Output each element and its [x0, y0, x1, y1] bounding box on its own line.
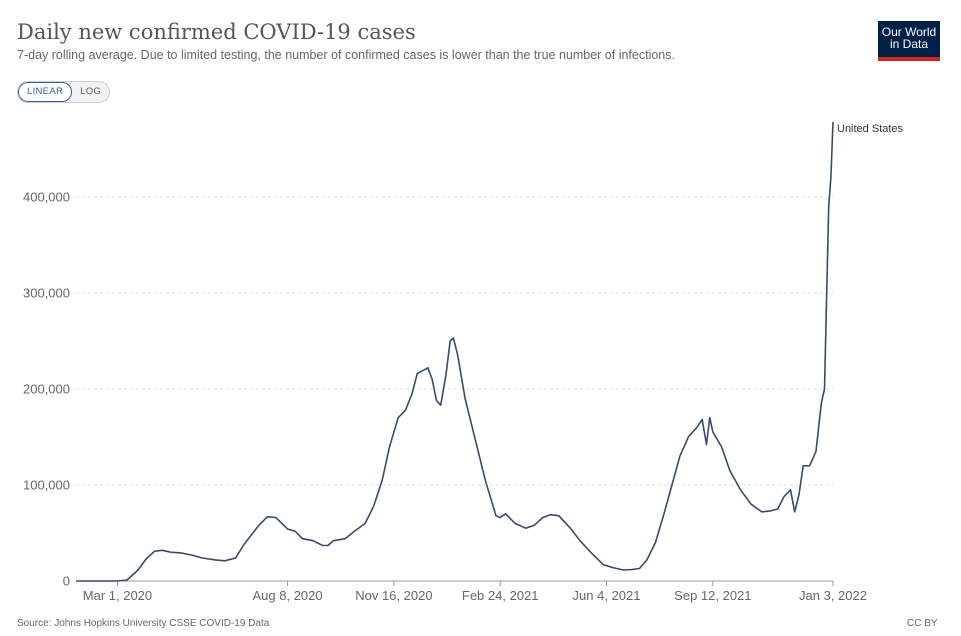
series-line-united-states [76, 121, 834, 582]
logo-line-1: Our World [881, 25, 937, 39]
owid-logo[interactable]: Our World in Data [878, 21, 940, 61]
x-tick-label: Mar 1, 2020 [83, 588, 152, 603]
y-tick-label: 0 [63, 574, 70, 589]
x-tick-label: Aug 8, 2020 [253, 588, 323, 603]
series-label-united-states: United States [837, 123, 904, 135]
x-tick-label: Nov 16, 2020 [355, 588, 432, 603]
license-link[interactable]: CC BY [907, 618, 938, 629]
chart-subtitle: 7-day rolling average. Due to limited te… [17, 48, 675, 62]
x-tick-label: Jun 4, 2021 [573, 588, 641, 603]
log-scale-button[interactable]: LOG [80, 86, 102, 97]
x-tick-label: Jan 3, 2022 [799, 588, 867, 603]
logo-line-2: in Data [889, 37, 929, 51]
source-note[interactable]: Source: Johns Hopkins University CSSE CO… [17, 618, 270, 629]
linear-scale-button[interactable]: LINEAR [18, 82, 73, 102]
y-tick-label: 100,000 [23, 477, 70, 492]
y-tick-label: 300,000 [23, 285, 70, 300]
chart-title: Daily new confirmed COVID-19 cases [17, 20, 416, 44]
x-tick-label: Sep 12, 2021 [674, 588, 751, 603]
y-tick-label: 400,000 [23, 189, 70, 204]
x-tick-label: Feb 24, 2021 [462, 588, 539, 603]
y-tick-label: 200,000 [23, 381, 70, 396]
scale-toggle: LINEAR LOG [17, 81, 111, 103]
